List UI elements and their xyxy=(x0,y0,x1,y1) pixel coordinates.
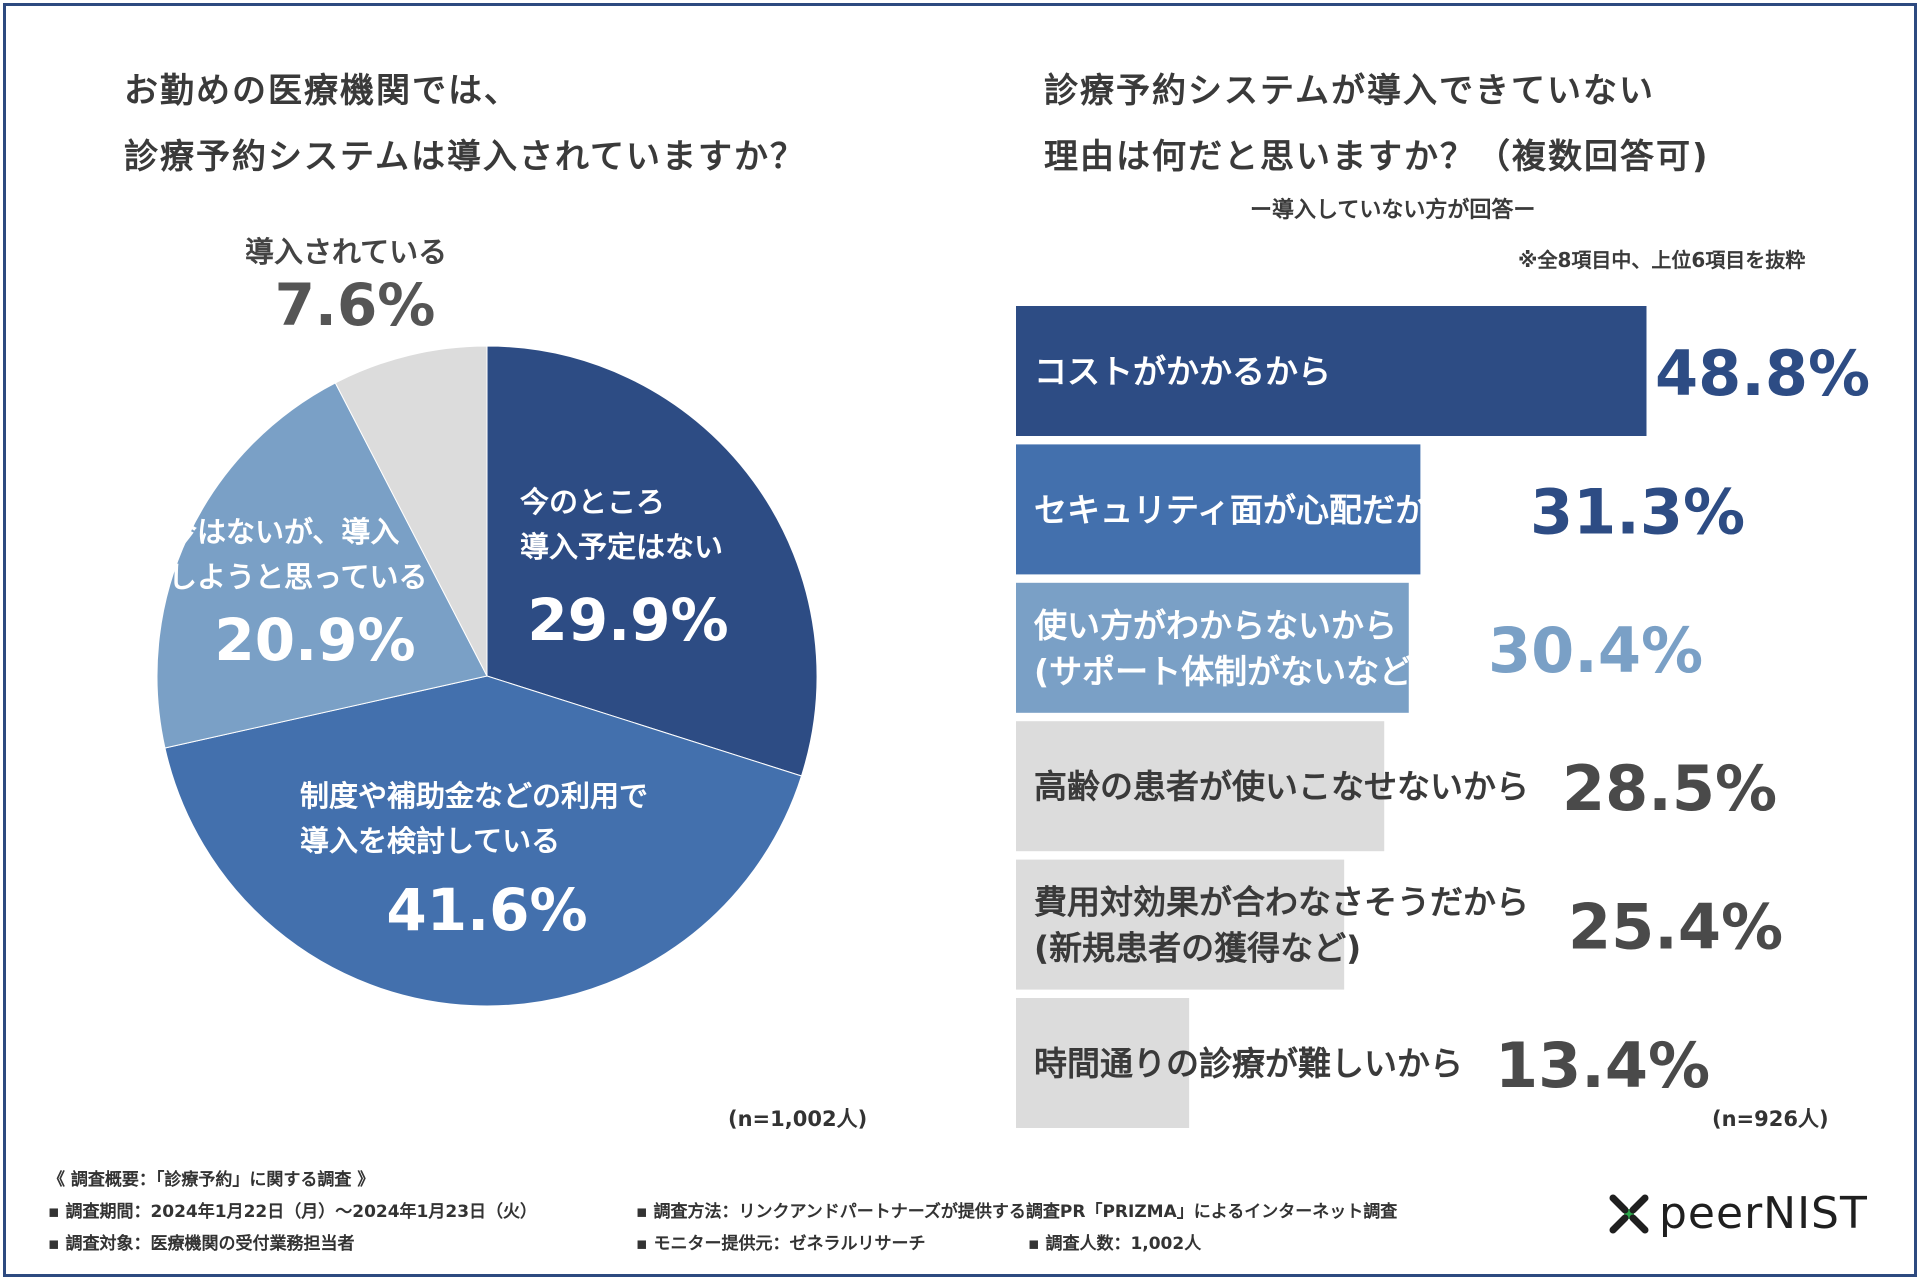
bar-label-3: 使い方がわからないから xyxy=(1034,606,1397,645)
pie-slice-1 xyxy=(486,345,818,777)
bar-value-3: 30.4% xyxy=(1488,614,1703,687)
bar-label-3: (サポート体制がないなど) xyxy=(1034,652,1427,691)
pie-slice-label-1: 今のところ xyxy=(520,485,665,519)
bar-chart: コストがかかるから 48.8% セキュリティ面が心配だから 31.3% 使い方がわからな… xyxy=(1016,306,1870,1128)
right-subtitle: ー導入していない方が回答ー xyxy=(1250,198,1536,223)
pie-slice-value-2: 41.6% xyxy=(386,876,587,944)
outer-frame xyxy=(3,3,1917,1277)
bar-1 xyxy=(1016,306,1647,436)
bar-label-6: 時間通りの診療が難しいから xyxy=(1034,1044,1463,1083)
left-title-line1: お勤めの医療機関では、 xyxy=(124,71,520,111)
left-title-line2: 診療予約システムは導入されていますか？ xyxy=(124,137,806,177)
bar-value-6: 13.4% xyxy=(1495,1029,1710,1102)
bar-3 xyxy=(1016,582,1409,713)
right-title-line1: 診療予約システムが導入できていない xyxy=(1044,71,1655,111)
bar-value-5: 25.4% xyxy=(1568,891,1783,964)
bar-label-1: コストがかかるから xyxy=(1034,352,1331,391)
bar-label-2: セキュリティ面が心配だから xyxy=(1034,490,1461,529)
right-note: ※全8項目中、上位6項目を抜粋 xyxy=(1518,248,1806,272)
bar-value-1: 48.8% xyxy=(1655,337,1870,410)
logo: peerNIST xyxy=(1605,1188,1868,1239)
bar-label-5: (新規患者の獲得など) xyxy=(1034,929,1361,968)
bar-label-4: 高齢の患者が使いこなせないから xyxy=(1034,767,1529,806)
pie-slice-label-1: 導入予定はない xyxy=(520,530,723,564)
right-sample-size: (n=926人) xyxy=(1712,1107,1829,1131)
footer-target: ▪ 調査対象：医療機関の受付業務担当者 xyxy=(48,1234,355,1254)
bar-label-5: 費用対効果が合わなさそうだから xyxy=(1034,883,1529,922)
pie-slice-label-3: 今はないが、導入 xyxy=(168,515,399,549)
pie-slice-4 xyxy=(334,345,488,677)
footer-provider: ▪ モニター提供元：ゼネラルリサーチ xyxy=(636,1234,926,1254)
bar-value-4: 28.5% xyxy=(1562,752,1777,825)
right-title-line2: 理由は何だと思いますか？（複数回答可) xyxy=(1044,137,1710,177)
logo-text: peerNIST xyxy=(1659,1188,1868,1239)
bar-value-2: 31.3% xyxy=(1530,475,1745,548)
pie-slice-value-1: 29.9% xyxy=(527,586,728,654)
pie-slice-label-2: 導入を検討している xyxy=(300,824,560,858)
footer-method: ▪ 調査方法：リンクアンドパートナーズが提供する調査PR「PRIZMA」によるイ… xyxy=(636,1202,1398,1222)
footer-period: ▪ 調査期間：2024年1月22日（月）～2024年1月23日（火） xyxy=(48,1202,538,1222)
footer-count: ▪ 調査人数：1,002人 xyxy=(1028,1234,1202,1254)
pie-slice-label-3: しようと思っている xyxy=(168,560,428,594)
left-sample-size: (n=1,002人) xyxy=(728,1107,868,1131)
x-cross-logo-icon xyxy=(1609,1194,1649,1233)
pie-slice-label-4: 導入されている xyxy=(245,235,447,269)
pie-slice-value-3: 20.9% xyxy=(214,606,415,674)
footer-heading: 《 調査概要：「診療予約」に関する調査 》 xyxy=(48,1170,375,1190)
pie-slice-3 xyxy=(156,382,488,749)
bar-5 xyxy=(1016,859,1345,990)
bar-4 xyxy=(1016,721,1385,852)
bar-2 xyxy=(1016,444,1421,575)
bar-6 xyxy=(1016,998,1190,1128)
pie-slice-label-2: 制度や補助金などの利用で xyxy=(300,779,648,813)
pie-slice-2 xyxy=(164,675,803,1007)
pie-slice-value-4: 7.6% xyxy=(275,271,436,339)
